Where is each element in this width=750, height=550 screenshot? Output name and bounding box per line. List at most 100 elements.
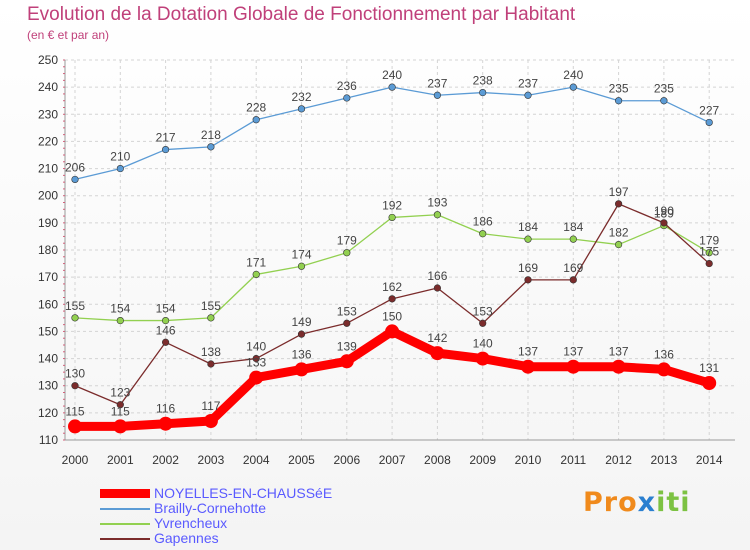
legend-swatch <box>100 508 150 510</box>
data-label: 238 <box>473 74 493 88</box>
data-label: 146 <box>156 323 176 337</box>
x-tick-label: 2000 <box>62 453 89 467</box>
data-point <box>343 319 351 327</box>
data-label: 237 <box>518 76 538 90</box>
data-label: 240 <box>563 68 583 82</box>
data-point <box>297 330 306 338</box>
data-point <box>388 83 396 91</box>
y-tick-label: 180 <box>38 243 58 257</box>
data-point <box>249 370 264 385</box>
data-label: 162 <box>382 280 402 294</box>
x-tick-label: 2001 <box>107 453 134 467</box>
legend-label: Brailly-Cornehotte <box>154 500 267 516</box>
data-point <box>71 382 79 390</box>
data-point <box>297 262 306 270</box>
data-label: 155 <box>201 299 221 313</box>
data-point <box>252 270 260 279</box>
data-label: 123 <box>110 386 130 400</box>
data-label: 190 <box>654 204 674 218</box>
data-label: 186 <box>473 215 493 229</box>
data-label: 182 <box>609 226 629 240</box>
data-label: 218 <box>201 128 221 142</box>
data-point <box>116 316 124 325</box>
data-point <box>388 295 396 303</box>
data-label: 155 <box>65 299 85 313</box>
data-point <box>388 213 396 222</box>
legend-item: NOYELLES-EN-CHAUSSéE <box>100 485 340 501</box>
y-tick-label: 200 <box>38 189 58 203</box>
data-label: 169 <box>518 261 538 275</box>
x-tick-label: 2003 <box>198 453 225 467</box>
data-point <box>207 143 215 151</box>
data-point <box>385 324 400 339</box>
data-label: 193 <box>427 196 447 210</box>
data-point <box>116 164 124 173</box>
data-point <box>343 249 351 257</box>
data-label: 154 <box>110 302 130 316</box>
data-label: 139 <box>337 339 357 353</box>
chart-title: Evolution de la Dotation Globale de Fonc… <box>27 4 576 25</box>
y-tick-label: 120 <box>38 406 58 420</box>
data-point <box>68 419 82 434</box>
data-point <box>614 200 623 208</box>
data-point <box>521 359 535 374</box>
data-point <box>433 284 442 292</box>
x-tick-label: 2009 <box>469 453 496 467</box>
legend-label: Yvrencheux <box>154 515 228 531</box>
data-point <box>524 235 532 243</box>
data-label: 192 <box>382 198 402 212</box>
data-label: 237 <box>427 76 447 90</box>
data-label: 142 <box>427 331 447 345</box>
data-point <box>569 83 577 91</box>
data-point <box>433 91 442 99</box>
data-point <box>705 259 713 268</box>
data-point <box>611 359 626 374</box>
data-point <box>203 414 218 428</box>
data-label: 240 <box>382 68 402 82</box>
data-label: 133 <box>246 356 266 370</box>
data-point <box>479 88 487 97</box>
data-point <box>433 211 442 219</box>
data-label: 150 <box>382 309 402 323</box>
data-label: 137 <box>609 345 629 359</box>
data-point <box>705 118 713 127</box>
legend-item: Brailly-Cornehotte <box>100 500 340 516</box>
data-point <box>343 94 351 102</box>
legend-label: Gapennes <box>154 530 219 546</box>
x-tick-label: 2006 <box>333 453 360 467</box>
legend-item: Gapennes <box>100 530 340 546</box>
data-label: 175 <box>699 245 719 259</box>
y-tick-label: 230 <box>38 107 58 121</box>
data-point <box>158 416 173 431</box>
data-label: 138 <box>201 345 221 359</box>
y-tick-label: 140 <box>38 352 58 366</box>
legend-swatch <box>100 523 150 525</box>
data-label: 189 <box>654 207 674 221</box>
legend-swatch <box>100 489 150 498</box>
y-tick-label: 160 <box>38 297 58 311</box>
data-label: 116 <box>156 402 175 416</box>
data-label: 179 <box>699 234 719 248</box>
y-tick-label: 130 <box>38 379 58 393</box>
y-tick-label: 110 <box>39 433 58 447</box>
legend-swatch <box>100 538 150 540</box>
data-point <box>294 362 309 377</box>
chart-subtitle: (en € et par an) <box>27 28 110 42</box>
data-label: 137 <box>518 345 538 359</box>
y-tick-label: 190 <box>38 216 58 230</box>
data-label: 140 <box>246 340 266 354</box>
data-label: 235 <box>654 82 674 96</box>
data-point <box>252 116 260 124</box>
data-point <box>524 91 532 99</box>
data-point <box>614 240 623 249</box>
data-point <box>569 276 577 284</box>
data-point <box>569 235 577 243</box>
data-label: 184 <box>563 220 583 234</box>
data-point <box>524 276 532 284</box>
x-tick-label: 2007 <box>379 453 406 467</box>
data-label: 228 <box>246 101 266 115</box>
x-tick-label: 2004 <box>243 453 270 467</box>
x-tick-label: 2011 <box>560 453 586 467</box>
data-label: 137 <box>563 345 583 359</box>
